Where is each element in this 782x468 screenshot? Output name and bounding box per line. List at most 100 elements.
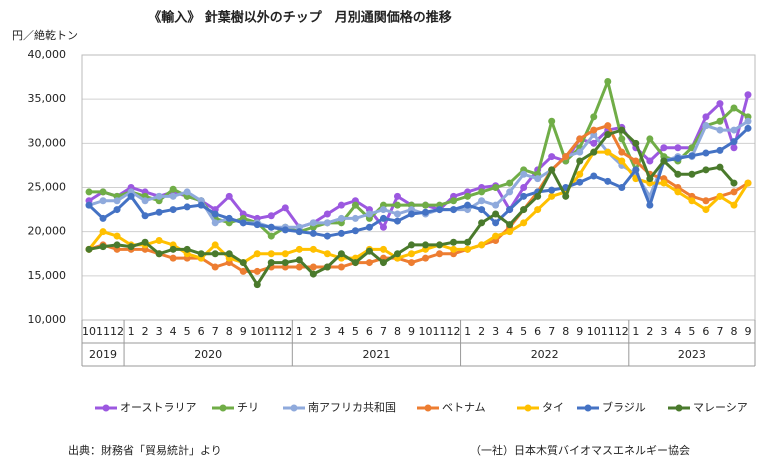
- x-tick-label: 8: [226, 325, 233, 338]
- data-point: [702, 122, 710, 130]
- x-tick-label: 9: [576, 325, 583, 338]
- data-point: [323, 210, 331, 218]
- y-tick-label: 10,000: [28, 313, 67, 326]
- data-point: [295, 256, 303, 264]
- data-point: [407, 241, 415, 249]
- data-point: [253, 250, 261, 258]
- data-point: [379, 245, 387, 253]
- data-point: [225, 214, 233, 222]
- data-point: [688, 152, 696, 160]
- data-point: [730, 126, 738, 134]
- x-tick-label: 7: [548, 325, 555, 338]
- x-tick-label: 9: [408, 325, 415, 338]
- data-point: [85, 201, 93, 209]
- x-tick-label: 2: [142, 325, 149, 338]
- data-point: [548, 117, 556, 125]
- data-point: [183, 245, 191, 253]
- data-point: [464, 201, 472, 209]
- x-tick-label: 12: [110, 325, 124, 338]
- data-point: [674, 154, 682, 162]
- data-point: [520, 170, 528, 178]
- data-point: [422, 201, 430, 209]
- data-point: [534, 192, 542, 200]
- x-tick-label: 3: [324, 325, 331, 338]
- data-point: [323, 219, 331, 227]
- data-point: [604, 177, 612, 185]
- data-point: [618, 157, 626, 165]
- y-tick-label: 25,000: [28, 181, 67, 194]
- data-point: [422, 208, 430, 216]
- data-point: [169, 254, 177, 262]
- data-point: [267, 250, 275, 258]
- data-point: [113, 206, 121, 214]
- data-point: [534, 175, 542, 183]
- data-point: [744, 117, 752, 125]
- data-point: [155, 208, 163, 216]
- data-point: [309, 270, 317, 278]
- data-point: [337, 263, 345, 271]
- data-point: [730, 144, 738, 152]
- x-tick-label: 1: [296, 325, 303, 338]
- year-label: 2023: [678, 348, 706, 361]
- data-point: [365, 223, 373, 231]
- legend-marker: [584, 404, 592, 412]
- x-tick-label: 3: [660, 325, 667, 338]
- data-point: [688, 197, 696, 205]
- x-tick-label: 1: [128, 325, 135, 338]
- data-point: [253, 221, 261, 229]
- x-tick-label: 1: [632, 325, 639, 338]
- data-point: [478, 197, 486, 205]
- data-point: [590, 113, 598, 121]
- data-point: [646, 135, 654, 143]
- data-point: [393, 192, 401, 200]
- data-point: [562, 153, 570, 161]
- data-point: [337, 201, 345, 209]
- data-point: [239, 219, 247, 227]
- x-tick-label: 9: [240, 325, 247, 338]
- data-point: [211, 210, 219, 218]
- data-point: [323, 232, 331, 240]
- data-point: [520, 184, 528, 191]
- data-point: [506, 228, 514, 236]
- data-point: [309, 229, 317, 237]
- x-tick-label: 5: [688, 325, 695, 338]
- year-label: 2022: [531, 348, 559, 361]
- y-tick-label: 40,000: [28, 48, 67, 61]
- data-point: [464, 245, 472, 253]
- data-point: [688, 170, 696, 178]
- data-point: [464, 192, 472, 200]
- data-point: [407, 210, 415, 218]
- data-point: [730, 104, 738, 112]
- data-point: [267, 232, 275, 240]
- data-point: [141, 238, 149, 246]
- data-point: [379, 223, 387, 231]
- data-point: [183, 188, 191, 196]
- data-point: [478, 241, 486, 249]
- data-point: [127, 243, 135, 251]
- data-point: [590, 172, 598, 180]
- data-point: [492, 201, 500, 209]
- data-point: [99, 228, 107, 236]
- data-point: [169, 185, 177, 193]
- data-point: [660, 157, 668, 165]
- data-point: [548, 166, 556, 174]
- legend-marker: [524, 404, 532, 412]
- data-point: [197, 250, 205, 258]
- x-tick-label: 3: [156, 325, 163, 338]
- data-point: [323, 250, 331, 258]
- x-tick-label: 7: [212, 325, 219, 338]
- data-point: [674, 188, 682, 196]
- data-point: [337, 250, 345, 258]
- x-tick-label: 4: [170, 325, 177, 338]
- data-point: [576, 178, 584, 186]
- data-point: [239, 267, 247, 275]
- data-point: [85, 188, 93, 196]
- data-point: [702, 206, 710, 214]
- data-point: [450, 197, 458, 205]
- data-point: [169, 206, 177, 214]
- data-point: [436, 206, 444, 214]
- data-point: [351, 201, 359, 209]
- data-point: [253, 267, 261, 275]
- data-point: [155, 250, 163, 258]
- data-point: [407, 250, 415, 258]
